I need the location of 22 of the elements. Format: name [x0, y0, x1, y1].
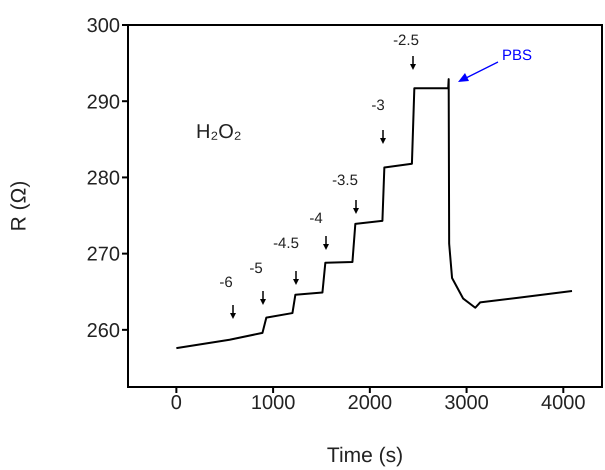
x-tick-label: 1000	[250, 392, 296, 414]
y-tick-label: 290	[86, 91, 120, 114]
annotation: PBS	[502, 47, 532, 64]
annotation: -6	[219, 274, 233, 291]
x-tick-label: 2000	[348, 392, 392, 414]
annotation: -5	[249, 260, 263, 277]
annotation: -3	[371, 97, 385, 114]
x-tick-label: 3000	[444, 392, 489, 414]
x-axis-title: Time (s)	[326, 444, 404, 467]
annotation: H₂O₂	[196, 121, 242, 143]
annotation: -2.5	[393, 32, 419, 49]
x-tick-label: 0	[170, 392, 182, 414]
x-tick-label: 4000	[541, 392, 586, 414]
y-axis-title: R (Ω)	[7, 180, 30, 232]
y-tick-label: 260	[86, 320, 120, 342]
annotation: -3.5	[332, 172, 358, 189]
y-tick-label: 270	[86, 244, 120, 266]
annotation: -4	[309, 210, 323, 227]
line-series	[175, 78, 574, 350]
y-tick-label: 280	[86, 168, 120, 190]
annotation: -4.5	[273, 235, 299, 252]
y-tick-label: 300	[86, 15, 120, 38]
